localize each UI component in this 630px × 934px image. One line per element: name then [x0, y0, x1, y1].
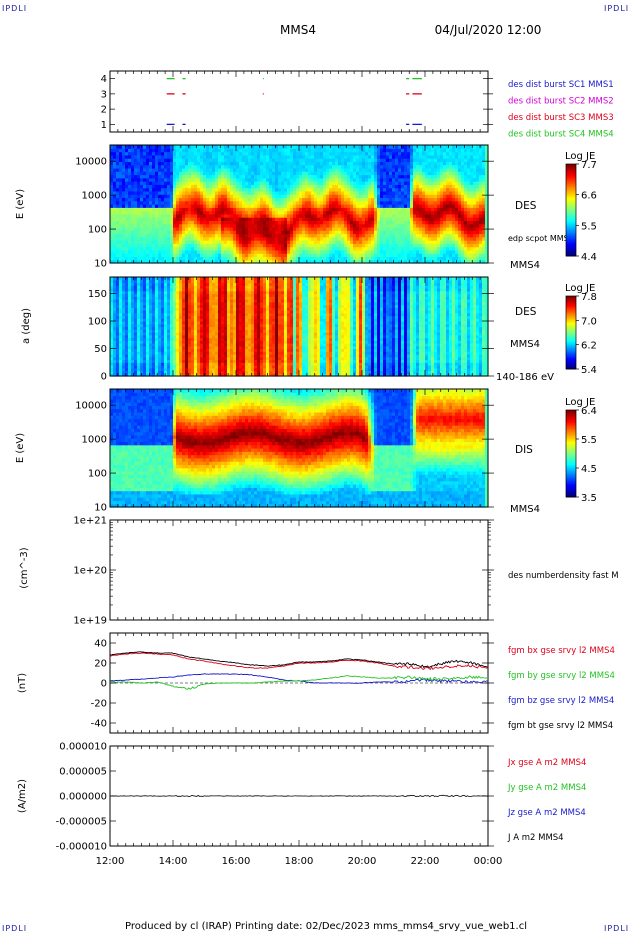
burst-y-tick-label: 2 — [101, 105, 107, 116]
plot-datetime: 04/Jul/2020 12:00 — [435, 23, 542, 37]
des-energy-colorbar-tick-label: 5.5 — [581, 221, 597, 232]
des-energy-y-tick-label: 10 — [94, 259, 107, 270]
footer-credit: Produced by cl (IRAP) Printing date: 02/… — [125, 921, 527, 932]
des-energy-instrument-label: DES — [515, 200, 537, 212]
des-energy-spacecraft-label: MMS4 — [510, 260, 540, 271]
burst-y-tick-label: 3 — [101, 89, 107, 100]
spacecraft-title: MMS4 — [280, 23, 316, 37]
des-energy-y-tick-label: 10000 — [75, 157, 107, 168]
mms-summary-plot: MMS4 04/Jul/2020 12:00 Produced by cl (I… — [0, 0, 630, 934]
burst-y-tick-label: 4 — [101, 74, 107, 85]
burst-legend-entry: des dist burst SC3 MMS3 — [508, 113, 614, 123]
burst-frame — [110, 71, 488, 132]
des-energy-colorbar-tick-label: 6.6 — [581, 191, 597, 202]
des-energy-y-tick-label: 100 — [88, 225, 107, 236]
des-energy-y-tick-label: 1000 — [82, 191, 107, 202]
des-energy-colorbar-tick-label: 7.7 — [581, 160, 597, 171]
des-energy-scpot-label: edp scpot MMS4 — [508, 234, 574, 243]
des-energy-y-axis-label: E (eV) — [15, 189, 26, 219]
burst-legend-entry: des dist burst SC2 MMS2 — [508, 97, 614, 107]
des-energy-colorbar-tick-label: 4.4 — [581, 252, 597, 263]
burst-legend-entry: des dist burst SC1 MMS1 — [508, 80, 614, 90]
burst-y-tick-label: 1 — [101, 120, 107, 131]
burst-legend-entry: des dist burst SC4 MMS4 — [508, 130, 614, 140]
